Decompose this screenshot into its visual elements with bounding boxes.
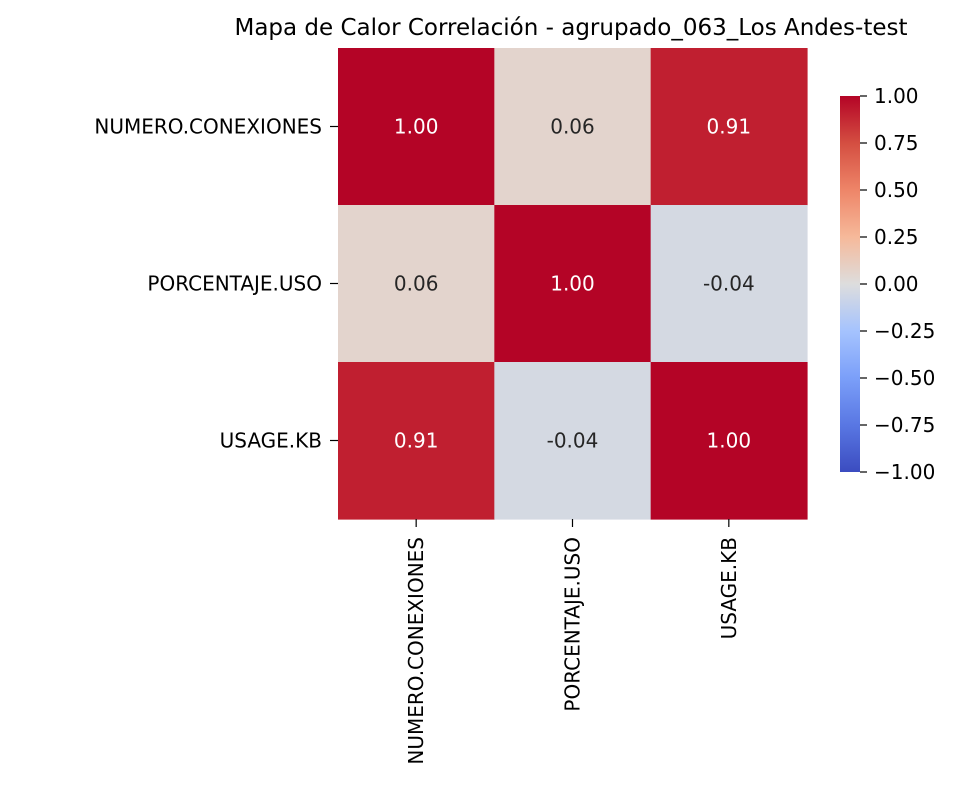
x-tick-label: PORCENTAJE.USO <box>560 537 584 712</box>
heatmap-cell <box>338 205 495 363</box>
x-tick-label: NUMERO.CONEXIONES <box>404 537 428 765</box>
heatmap-cell <box>650 362 808 520</box>
colorbar-tick-label: 0.00 <box>874 272 919 296</box>
cell-annotation: -0.04 <box>703 272 755 296</box>
cell-annotation: 0.91 <box>394 429 439 453</box>
colorbar-tick-label: 0.75 <box>874 131 919 155</box>
colorbar-tick-label: −1.00 <box>874 460 935 484</box>
heatmap-cell <box>494 362 652 520</box>
cell-annotation: 0.06 <box>394 272 439 296</box>
x-tick-label: USAGE.KB <box>717 537 741 639</box>
colorbar-tick-label: −0.75 <box>874 413 935 437</box>
cell-annotation: 1.00 <box>707 429 752 453</box>
cell-annotation: 1.00 <box>550 272 595 296</box>
heatmap-cell <box>494 205 652 363</box>
column-labels: NUMERO.CONEXIONES PORCENTAJE.USO USAGE.KB <box>404 519 741 765</box>
colorbar-tick-label: 0.25 <box>874 225 919 249</box>
colorbar-tick-label: 0.50 <box>874 178 919 202</box>
row-labels: NUMERO.CONEXIONES PORCENTAJE.USO USAGE.KB <box>94 115 338 453</box>
cell-annotation: 1.00 <box>394 115 439 139</box>
heatmap-cells: 1.00 0.06 0.91 0.06 1.00 -0.04 0.91 -0.04 1.00 <box>338 48 808 520</box>
cell-annotation: -0.04 <box>547 429 599 453</box>
y-tick-label: NUMERO.CONEXIONES <box>94 115 322 139</box>
chart-title: Mapa de Calor Correlación - agrupado_063… <box>234 15 907 41</box>
y-tick-label: USAGE.KB <box>220 429 322 453</box>
colorbar-gradient <box>840 96 860 472</box>
colorbar-tick-label: −0.50 <box>874 366 935 390</box>
cell-annotation: 0.91 <box>707 115 752 139</box>
colorbar-tick-label: −0.25 <box>874 319 935 343</box>
heatmap-cell <box>650 205 808 363</box>
heatmap-cell <box>650 48 808 206</box>
heatmap-cell <box>338 48 495 206</box>
heatmap-cell <box>494 48 652 206</box>
cell-annotation: 0.06 <box>550 115 595 139</box>
colorbar: 1.00 0.75 0.50 0.25 0.00 −0.25 −0.50 −0.75 −1.00 <box>840 84 935 484</box>
heatmap-cell <box>338 362 495 520</box>
colorbar-ticks: 1.00 0.75 0.50 0.25 0.00 −0.25 −0.50 −0.75 −1.00 <box>860 84 935 484</box>
colorbar-tick-label: 1.00 <box>874 84 919 108</box>
y-tick-label: PORCENTAJE.USO <box>147 272 322 296</box>
